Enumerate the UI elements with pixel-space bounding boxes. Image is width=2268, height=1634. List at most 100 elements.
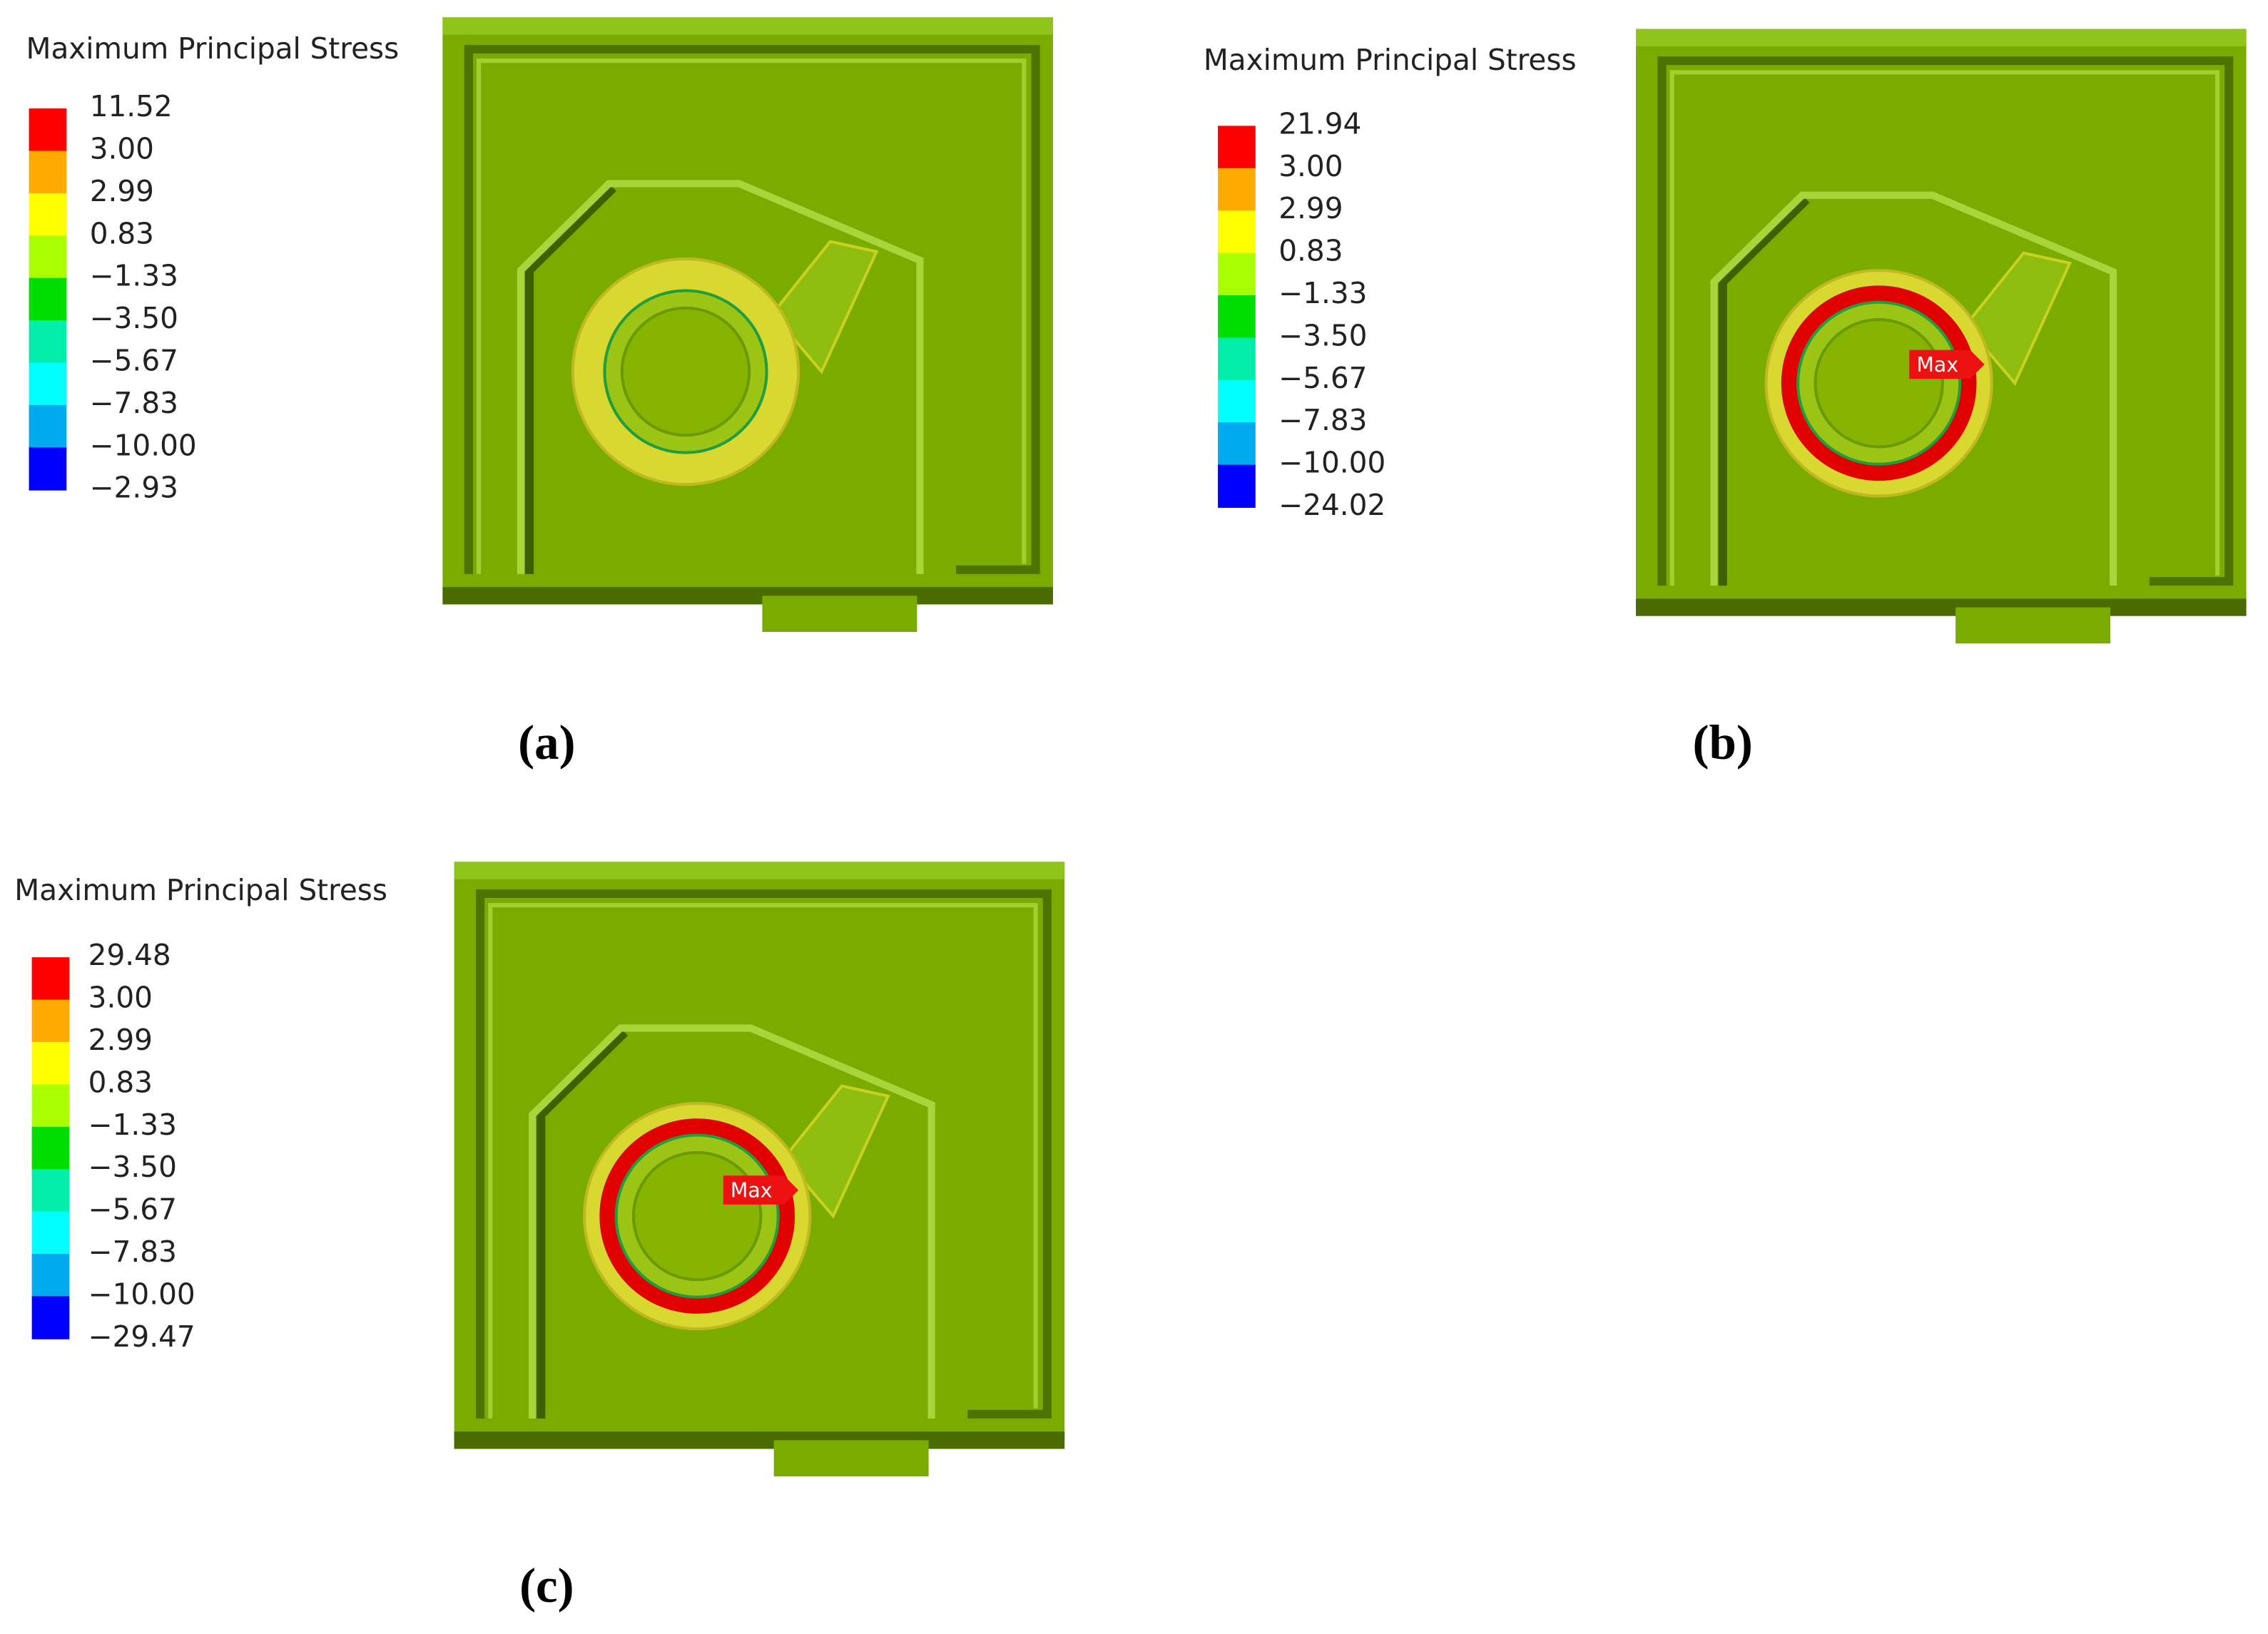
inner-wall-shadow bbox=[1718, 196, 1810, 586]
legend-label: 29.48 bbox=[88, 938, 171, 972]
legend-title: Maximum Principal Stress bbox=[14, 873, 387, 907]
legend-swatch bbox=[31, 957, 70, 1001]
legend-label: 0.83 bbox=[1278, 234, 1343, 268]
legend-label: −1.33 bbox=[88, 1108, 177, 1142]
legend-swatch bbox=[29, 447, 67, 491]
legend-swatch bbox=[1218, 464, 1256, 509]
legend-swatch bbox=[1218, 168, 1256, 212]
legend-label: −7.83 bbox=[90, 386, 178, 420]
legend-swatch bbox=[29, 320, 67, 364]
plate-base bbox=[454, 1431, 1065, 1449]
legend-swatch bbox=[1218, 295, 1256, 339]
inner-wall-shadow bbox=[524, 185, 616, 574]
legend-swatch bbox=[31, 999, 70, 1043]
legend-swatch bbox=[29, 150, 67, 194]
legend-label: −1.33 bbox=[90, 259, 178, 293]
legend-swatch bbox=[31, 1296, 70, 1339]
max-label: Max bbox=[1916, 353, 1958, 377]
legend-label: 2.99 bbox=[88, 1023, 153, 1057]
outer-wall-light bbox=[1669, 70, 2220, 586]
outlet-pipe bbox=[782, 1084, 890, 1219]
legend-label: −10.00 bbox=[1278, 446, 1385, 480]
legend-label: −3.50 bbox=[90, 301, 178, 335]
plate-base bbox=[1636, 598, 2247, 616]
caption: (b) bbox=[1693, 715, 1753, 770]
legend-label: −1.33 bbox=[1278, 276, 1367, 310]
volute-core bbox=[620, 306, 751, 437]
legend-swatch bbox=[1218, 126, 1256, 169]
legend-swatch bbox=[31, 1084, 70, 1128]
legend-swatch bbox=[1218, 337, 1256, 381]
stress-ring bbox=[1781, 285, 1977, 481]
tab bbox=[762, 596, 917, 632]
legend-title: Maximum Principal Stress bbox=[26, 31, 399, 66]
legend-label: −24.02 bbox=[1278, 488, 1385, 522]
legend-swatch bbox=[29, 404, 67, 449]
legend-label: 3.00 bbox=[1278, 149, 1343, 183]
plate-top bbox=[1636, 29, 2247, 46]
outer-wall bbox=[476, 889, 1052, 1419]
legend-label: 0.83 bbox=[88, 1065, 153, 1099]
legend-label: 2.99 bbox=[90, 174, 154, 208]
inner-wall-shadow bbox=[537, 1029, 629, 1419]
outlet-pipe bbox=[771, 240, 879, 374]
plate-top bbox=[454, 862, 1065, 879]
legend-label: −3.50 bbox=[88, 1150, 177, 1184]
tab bbox=[773, 1440, 929, 1477]
legend-swatch bbox=[1218, 422, 1256, 466]
volute-core bbox=[631, 1150, 763, 1282]
legend-label: −2.93 bbox=[90, 471, 178, 505]
caption: (a) bbox=[518, 715, 575, 770]
legend-swatch bbox=[1218, 252, 1256, 297]
outer-wall-light bbox=[477, 58, 1027, 574]
legend-swatch bbox=[29, 193, 67, 237]
legend-label: 21.94 bbox=[1278, 106, 1361, 141]
legend-label: −5.67 bbox=[1278, 361, 1367, 395]
outlet-pipe bbox=[1963, 251, 2073, 387]
legend-label: −7.83 bbox=[88, 1235, 177, 1269]
legend-label: −10.00 bbox=[88, 1277, 195, 1311]
legend-label: 3.00 bbox=[90, 131, 154, 165]
max-marker bbox=[723, 1175, 799, 1205]
max-label: Max bbox=[731, 1179, 773, 1202]
legend-label: −5.67 bbox=[90, 343, 178, 377]
legend-label: −29.47 bbox=[88, 1319, 195, 1354]
outer-wall bbox=[464, 44, 1040, 574]
panel: Maximum Principal Stress 21.94 3.00 2.99 0.8… bbox=[1204, 29, 2247, 770]
caption: (c) bbox=[519, 1558, 574, 1613]
legend-swatch bbox=[29, 108, 67, 152]
inner-wall bbox=[529, 1024, 935, 1419]
legend-swatch bbox=[29, 235, 67, 279]
outer-wall bbox=[1657, 56, 2234, 586]
legend-swatch bbox=[1218, 210, 1256, 254]
max-marker bbox=[1909, 349, 1985, 379]
stress-model bbox=[442, 17, 1053, 632]
legend-swatch bbox=[31, 1211, 70, 1255]
stress-ring bbox=[599, 1118, 795, 1314]
volute-core bbox=[1814, 318, 1944, 449]
legend-label: 11.52 bbox=[90, 89, 173, 123]
legend-label: 3.00 bbox=[88, 981, 153, 1015]
panel: Maximum Principal Stress 29.48 3.00 2.99 0.8… bbox=[14, 862, 1065, 1613]
legend-label: −5.67 bbox=[88, 1193, 177, 1227]
legend-swatch bbox=[29, 277, 67, 322]
stress-model: Max bbox=[1636, 29, 2247, 644]
legend-swatch bbox=[31, 1041, 70, 1086]
plate-base bbox=[442, 587, 1053, 605]
stress-model: Max bbox=[454, 862, 1065, 1477]
legend-swatch bbox=[29, 362, 67, 406]
legend-swatch bbox=[31, 1253, 70, 1297]
legend-swatch bbox=[1218, 379, 1256, 424]
tab bbox=[1956, 607, 2111, 644]
legend-swatch bbox=[31, 1169, 70, 1212]
legend-swatch bbox=[31, 1126, 70, 1170]
legend-title: Maximum Principal Stress bbox=[1204, 43, 1577, 77]
legend-label: −3.50 bbox=[1278, 318, 1367, 352]
plate-top bbox=[442, 17, 1053, 35]
legend-label: 0.83 bbox=[90, 216, 154, 250]
legend-label: 2.99 bbox=[1278, 191, 1343, 225]
legend-label: −7.83 bbox=[1278, 403, 1367, 437]
panel: Maximum Principal Stress 11.52 3.00 2.99 0.8… bbox=[26, 17, 1053, 770]
